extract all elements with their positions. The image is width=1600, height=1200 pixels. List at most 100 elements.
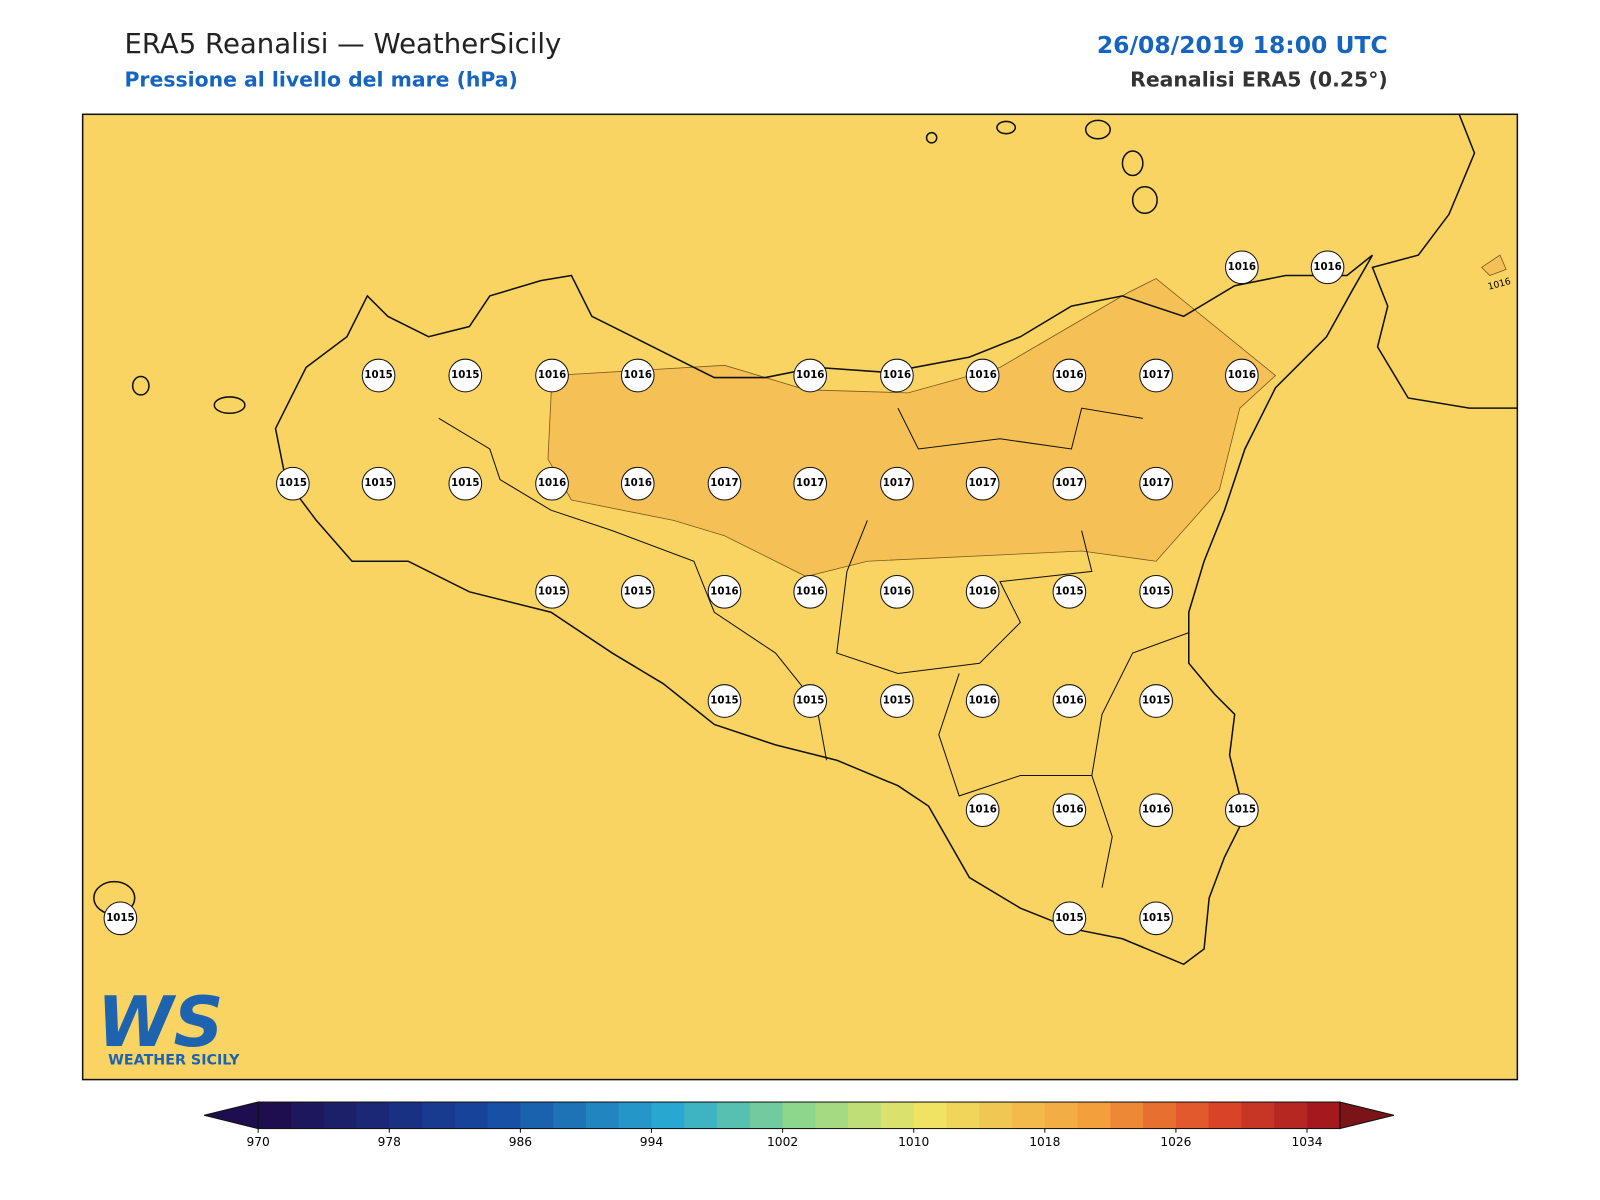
station-value: 1015	[1055, 913, 1083, 924]
colorbar-bin	[258, 1102, 292, 1129]
colorbar-bin	[290, 1102, 325, 1129]
colorbar-bin	[1307, 1102, 1341, 1129]
station-value: 1015	[1142, 696, 1170, 707]
station-value: 1016	[538, 478, 566, 489]
colorbar-bin	[651, 1102, 685, 1129]
contour-1017	[547, 278, 1277, 577]
station-value: 1016	[968, 370, 996, 381]
colorbar-bin	[1208, 1102, 1242, 1129]
colorbar-bin	[913, 1102, 947, 1129]
colorbar-bin	[422, 1102, 456, 1129]
colorbar-tick-label: 1026	[1160, 1135, 1191, 1149]
station-marker	[1052, 575, 1087, 609]
station-marker	[361, 358, 396, 393]
colorbar-bin	[1012, 1102, 1046, 1129]
station-marker	[620, 466, 655, 501]
colorbar-tick-label: 1010	[898, 1135, 929, 1149]
station-marker	[1310, 250, 1345, 285]
station-marker	[1225, 793, 1259, 828]
station-marker	[793, 358, 828, 393]
station-value: 1016	[968, 586, 996, 597]
colorbar-extend-low	[203, 1101, 259, 1130]
station-marker	[880, 466, 914, 501]
colorbar-bin	[848, 1102, 882, 1129]
colorbar-bin	[979, 1102, 1013, 1129]
station-marker	[448, 358, 483, 393]
colorbar-bin	[618, 1102, 652, 1129]
colorbar-bin	[585, 1102, 620, 1129]
station-marker	[276, 466, 310, 501]
calabria-coast	[1371, 114, 1518, 409]
station-value: 1016	[538, 370, 566, 381]
station-marker	[535, 466, 569, 501]
colorbar-bin	[1110, 1102, 1144, 1129]
station-marker	[793, 684, 828, 718]
station-value: 1016	[1055, 696, 1083, 707]
station-marker	[1052, 466, 1087, 501]
colorbar-bin	[1175, 1102, 1210, 1129]
colorbar-tick-label: 986	[509, 1135, 533, 1149]
logo-mark: WS	[97, 983, 224, 1063]
station-value: 1016	[710, 586, 738, 597]
colorbar-tick-label: 994	[640, 1135, 664, 1149]
station-value: 1016	[1055, 370, 1083, 381]
source: Reanalisi ERA5 (0.25°)	[1130, 68, 1388, 92]
station-marker	[535, 358, 569, 393]
station-marker	[1052, 684, 1087, 718]
station-marker	[965, 684, 1000, 718]
station-value: 1015	[796, 696, 824, 707]
station-marker	[1139, 466, 1173, 501]
colorbar-bin	[487, 1102, 521, 1129]
colorbar-bin	[815, 1102, 849, 1129]
station-value: 1016	[1228, 262, 1256, 273]
station-marker	[535, 575, 569, 609]
station-value: 1017	[1142, 478, 1170, 489]
colorbar-bin	[389, 1102, 423, 1129]
station-value: 1015	[364, 370, 392, 381]
station-value: 1016	[1055, 805, 1083, 816]
station-marker	[1139, 793, 1173, 828]
station-marker	[1139, 575, 1173, 609]
station-marker	[1052, 901, 1087, 936]
colorbar-frame	[257, 1101, 1341, 1130]
station-value: 1016	[968, 696, 996, 707]
station-marker	[965, 358, 1000, 393]
station-marker	[361, 466, 396, 501]
sicily-coast	[274, 254, 1374, 966]
stations: 1016 1016 1015 1015 1016 1016 1016 1016 1016 1016…	[103, 250, 1345, 936]
station-value: 1016	[624, 370, 652, 381]
station-value: 1016	[796, 586, 824, 597]
station-value: 1016	[796, 370, 824, 381]
station-marker	[1139, 684, 1173, 718]
station-marker	[707, 575, 742, 609]
station-value: 1016	[883, 370, 911, 381]
map-frame	[81, 113, 1519, 1081]
colorbar-tick-label: 1034	[1291, 1135, 1322, 1149]
station-marker	[1139, 358, 1173, 393]
station-value: 1017	[1055, 478, 1083, 489]
station-value: 1016	[1313, 262, 1341, 273]
station-value: 1016	[1228, 370, 1256, 381]
date: 26/08/2019 18:00 UTC	[1097, 31, 1388, 59]
station-value: 1015	[106, 913, 134, 924]
station-value: 1016	[624, 478, 652, 489]
station-marker	[880, 684, 914, 718]
colorbar-bin	[1241, 1102, 1275, 1129]
station-marker	[965, 466, 1000, 501]
colorbar-tick-label: 970	[246, 1135, 269, 1149]
station-value: 1017	[883, 478, 911, 489]
station-marker	[965, 793, 1000, 828]
station-marker	[103, 901, 138, 936]
station-value: 1015	[364, 478, 392, 489]
colorbar-bin	[749, 1102, 784, 1129]
station-marker	[448, 466, 483, 501]
colorbar-bin	[1077, 1102, 1111, 1129]
colorbar-bin	[1143, 1102, 1177, 1129]
station-marker	[620, 575, 655, 609]
colorbar-tick-label: 1018	[1029, 1135, 1060, 1149]
station-marker	[793, 466, 828, 501]
logo: WS WEATHER SICILY	[97, 983, 240, 1068]
station-marker	[620, 358, 655, 393]
